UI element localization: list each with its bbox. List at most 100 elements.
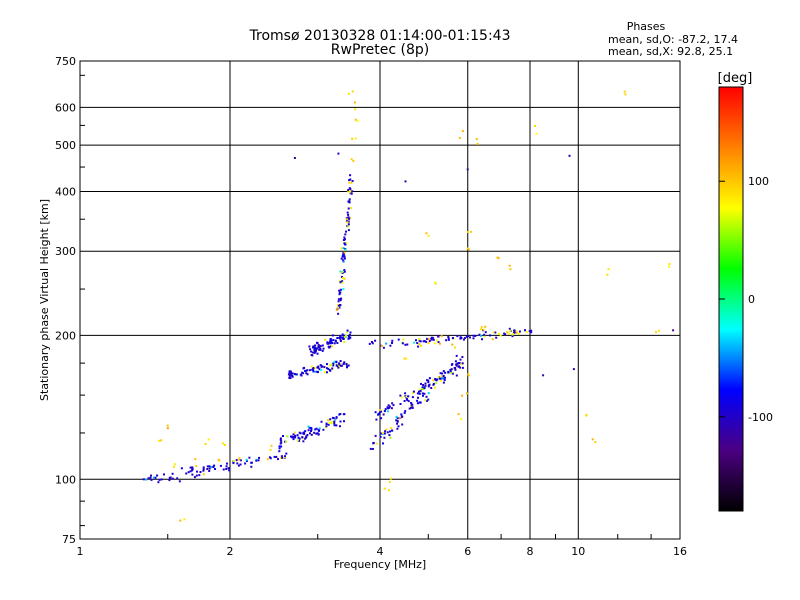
echo-point [420, 382, 422, 385]
echo-point [383, 436, 386, 439]
echo-point [346, 219, 348, 222]
echo-point [411, 391, 414, 394]
echo-point [435, 382, 438, 385]
echo-point [345, 363, 348, 366]
echo-point [191, 468, 194, 471]
echo-point [255, 459, 258, 462]
echo-point [437, 335, 440, 338]
echo-point [438, 342, 441, 345]
echo-point [343, 413, 346, 416]
echo-point [280, 456, 282, 459]
echo-point [380, 417, 383, 420]
echo-point [416, 342, 419, 344]
echo-point [482, 328, 485, 331]
echo-point [461, 356, 464, 358]
echo-point [476, 142, 479, 145]
echo-point [434, 378, 437, 380]
echo-point [348, 337, 351, 340]
echo-point [343, 269, 346, 272]
echo-point [312, 370, 315, 373]
echo-point [454, 367, 457, 369]
echo-point [459, 336, 462, 339]
echo-point [341, 280, 344, 283]
echo-point [346, 211, 349, 214]
echo-point [340, 247, 343, 250]
echo-point [456, 362, 459, 365]
echo-point [428, 340, 431, 342]
echo-point [310, 350, 313, 353]
echo-point [245, 460, 248, 462]
echo-point [457, 362, 460, 364]
echo-point [304, 369, 307, 372]
echo-point [389, 430, 391, 433]
echo-point [304, 437, 307, 440]
echo-point [176, 477, 179, 480]
echo-point [334, 340, 337, 343]
echo-point [379, 409, 381, 412]
echo-point [326, 363, 328, 366]
echo-point [349, 174, 352, 177]
echo-point [418, 343, 421, 346]
echo-point [348, 201, 351, 204]
echo-point [270, 444, 273, 447]
echo-point [396, 427, 399, 430]
echo-point [421, 392, 424, 395]
echo-point [403, 357, 406, 360]
echo-point [379, 411, 381, 414]
echo-point [189, 470, 192, 473]
echo-point [337, 363, 339, 366]
echo-point [668, 265, 670, 268]
echo-point [410, 402, 413, 404]
echo-point [491, 338, 494, 341]
echo-point [268, 456, 271, 459]
echo-point [456, 335, 459, 338]
echo-point [314, 347, 317, 350]
echo-point [335, 424, 338, 427]
echo-point [470, 230, 473, 233]
echo-point [457, 413, 460, 416]
y-tick-label: 100 [55, 473, 76, 486]
echo-point [572, 368, 575, 371]
echo-point [518, 330, 521, 333]
echo-point [417, 345, 420, 348]
echo-point [314, 370, 317, 373]
echo-point [460, 363, 463, 366]
echo-point [347, 92, 350, 95]
echo-point [351, 137, 354, 140]
echo-point [171, 472, 174, 475]
echo-point [319, 347, 322, 350]
echo-point [436, 339, 439, 342]
echo-point [347, 213, 350, 216]
echo-point [514, 331, 516, 334]
echo-point [439, 377, 442, 380]
echo-point [336, 342, 339, 344]
echo-point [237, 464, 240, 467]
echo-point [316, 347, 319, 350]
echo-point [416, 392, 419, 395]
echo-point [525, 330, 528, 333]
echo-point [316, 432, 319, 435]
echo-point [404, 410, 407, 413]
echo-point [315, 349, 317, 352]
echo-point [511, 333, 514, 336]
echo-point [467, 374, 470, 377]
echo-point [462, 338, 465, 341]
echo-point [375, 418, 378, 421]
echo-point [317, 428, 320, 431]
echo-point [447, 370, 450, 373]
echo-point [342, 260, 345, 263]
echo-point [313, 346, 316, 349]
echo-point [384, 408, 387, 411]
echo-point [412, 341, 415, 344]
echo-point [308, 426, 311, 429]
echo-point [498, 332, 500, 335]
echo-point [212, 466, 215, 468]
echo-point [508, 327, 511, 330]
y-axis-ticks: 75 100 200 300 400 500 600 750 [55, 55, 85, 546]
echo-point [424, 384, 427, 387]
echo-point [298, 439, 301, 442]
echo-point [293, 373, 296, 375]
echo-point [484, 325, 487, 328]
echo-point [461, 394, 464, 397]
echo-point [222, 468, 225, 471]
